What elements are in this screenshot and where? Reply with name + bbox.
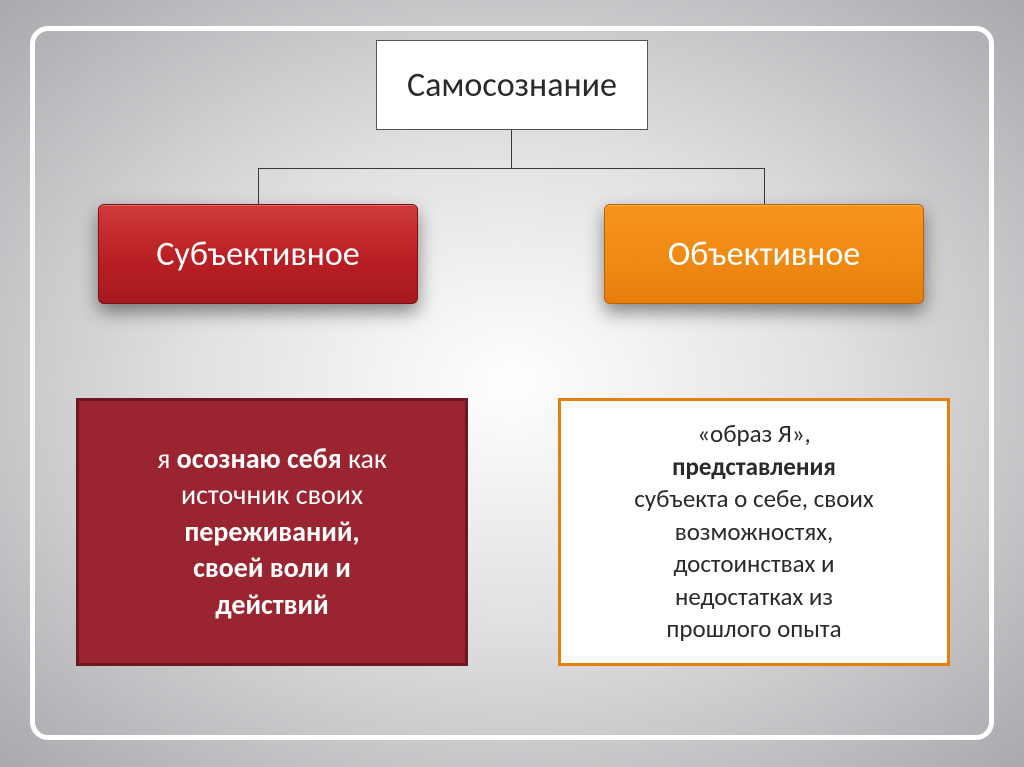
connector-horizontal	[258, 168, 764, 169]
right-description-text: «образ Я», представления субъекта о себе…	[634, 418, 874, 646]
text-span: субъекта о себе, своих	[634, 483, 874, 514]
text-span: я	[157, 441, 177, 476]
text-span: источник своих	[181, 477, 363, 512]
connector-left	[258, 168, 259, 204]
left-description-box: я осознаю себя как источник своих пережи…	[76, 398, 468, 666]
text-span: представления	[672, 451, 836, 482]
root-node-label: Самосознание	[407, 65, 617, 106]
text-span: действий	[215, 587, 328, 622]
text-span: осознаю себя	[177, 441, 342, 476]
connector-right	[764, 168, 765, 204]
text-span: возможностях,	[675, 516, 833, 547]
text-span: достоинствах и	[673, 548, 834, 579]
left-description-text: я осознаю себя как источник своих пережи…	[157, 441, 387, 623]
text-span: недостатках из	[675, 581, 833, 612]
text-span: своей воли и	[193, 550, 351, 585]
right-category-node: Объективное	[604, 204, 924, 304]
root-node: Самосознание	[376, 40, 648, 130]
left-category-node: Субъективное	[98, 204, 418, 304]
text-span: как	[342, 441, 387, 476]
right-description-box: «образ Я», представления субъекта о себе…	[558, 398, 950, 666]
text-span: «образ Я»,	[697, 418, 811, 449]
text-span: прошлого опыта	[666, 613, 841, 644]
right-category-label: Объективное	[668, 234, 860, 275]
left-category-label: Субъективное	[156, 234, 359, 275]
text-span: переживаний,	[184, 514, 359, 549]
connector-trunk	[511, 130, 512, 168]
